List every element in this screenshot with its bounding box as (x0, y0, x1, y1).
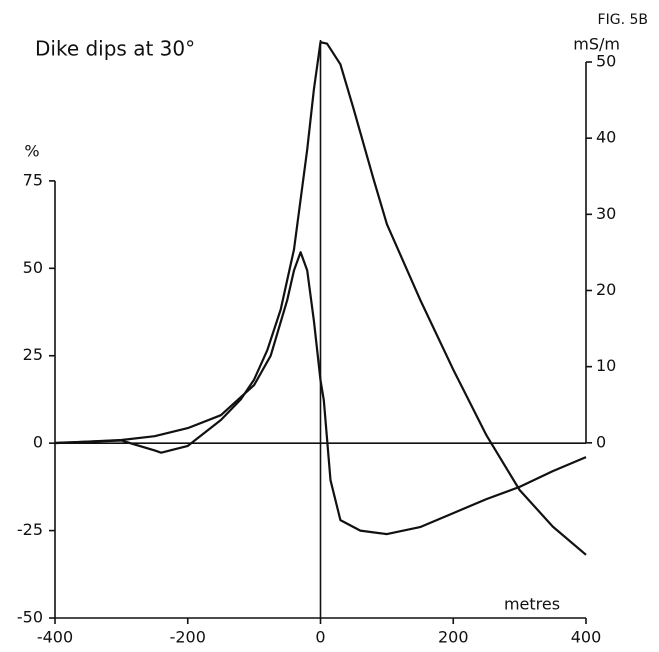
x-tick-label: -400 (37, 628, 73, 647)
y-tick-label: 0 (33, 433, 43, 452)
x-axis-label: metres (504, 595, 560, 614)
y-tick-label: -25 (17, 520, 43, 539)
x-tick-label: 400 (571, 628, 602, 647)
y2-tick-label: 0 (596, 432, 606, 451)
y-tick-label: 75 (23, 170, 43, 189)
x-tick-label: -200 (170, 628, 206, 647)
x-tick-label: 0 (315, 628, 325, 647)
line-series (54, 41, 587, 556)
y2-tick-label: 20 (596, 280, 616, 299)
y2-tick-label: 30 (596, 204, 616, 223)
figure-label: FIG. 5B (598, 12, 648, 28)
y-tick-label: 25 (23, 345, 43, 364)
line-series (54, 251, 587, 536)
x-tick-label: 200 (438, 628, 469, 647)
y2-tick-label: 10 (596, 356, 616, 375)
y-tick-label: -50 (17, 608, 43, 627)
chart-title: Dike dips at 30° (35, 37, 195, 61)
y2-tick-label: 40 (596, 128, 616, 147)
y-tick-label: 50 (23, 258, 43, 277)
y2-tick-label: 50 (596, 52, 616, 71)
y-axis-label: % (24, 142, 39, 161)
y2-axis-label: mS/m (573, 35, 620, 54)
